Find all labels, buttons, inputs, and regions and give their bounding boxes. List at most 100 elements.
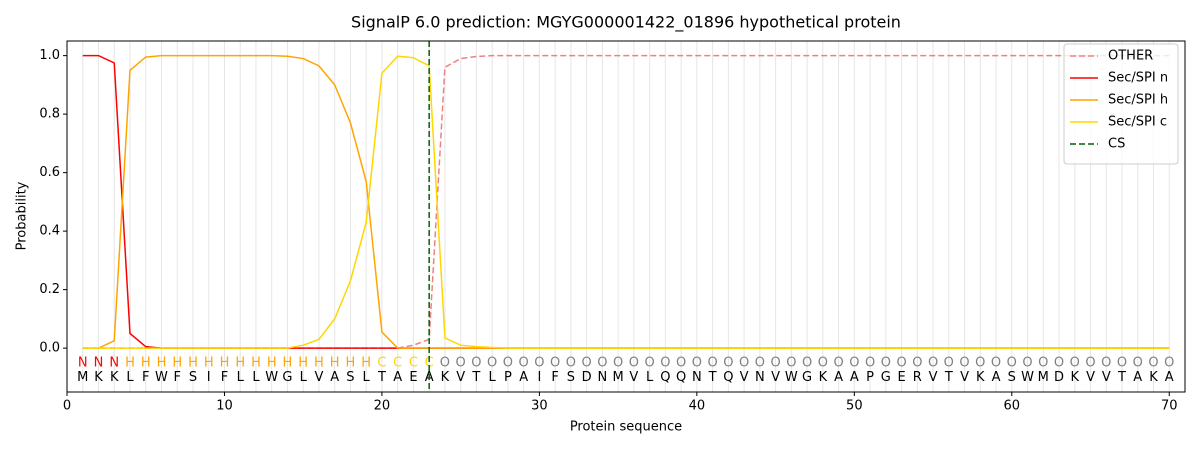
residue: E — [897, 370, 905, 385]
region-label: H — [188, 355, 198, 370]
residue: L — [646, 370, 654, 385]
residue: L — [300, 370, 308, 385]
residue: V — [1086, 370, 1095, 385]
residue: L — [126, 370, 134, 385]
region-label: O — [534, 355, 544, 370]
residue: G — [282, 370, 292, 385]
residue: W — [265, 370, 278, 385]
x-tick-label: 10 — [216, 399, 233, 414]
region-label: O — [582, 355, 592, 370]
region-label: O — [1148, 355, 1158, 370]
residue: Q — [676, 370, 686, 385]
region-label: H — [314, 355, 324, 370]
residue: K — [1071, 370, 1080, 385]
region-label: H — [361, 355, 371, 370]
region-label: O — [613, 355, 623, 370]
region-label: O — [786, 355, 796, 370]
y-tick-label: 0.4 — [39, 224, 60, 239]
residue: A — [519, 370, 528, 385]
region-label: H — [251, 355, 261, 370]
x-tick-label: 30 — [531, 399, 548, 414]
residue: K — [110, 370, 119, 385]
series-line — [82, 54, 1170, 349]
residue: A — [1165, 370, 1174, 385]
region-label: O — [1022, 355, 1032, 370]
chart-title: SignalP 6.0 prediction: MGYG000001422_01… — [351, 13, 901, 33]
residue: L — [489, 370, 497, 385]
residue: S — [567, 370, 575, 385]
region-label: O — [723, 355, 733, 370]
residue: T — [708, 370, 717, 385]
region-label: O — [1164, 355, 1174, 370]
residue: V — [314, 370, 323, 385]
region-label: O — [550, 355, 560, 370]
residue: W — [1021, 370, 1034, 385]
region-label: O — [1085, 355, 1095, 370]
x-tick-label: 0 — [63, 399, 71, 414]
region-label: H — [172, 355, 182, 370]
region-label: O — [928, 355, 938, 370]
region-label: H — [125, 355, 135, 370]
region-label: H — [298, 355, 308, 370]
residue: L — [252, 370, 260, 385]
residue: F — [173, 370, 180, 385]
residue: A — [834, 370, 843, 385]
region-label: C — [425, 355, 434, 370]
residue: E — [409, 370, 417, 385]
residue: L — [363, 370, 371, 385]
region-label: O — [629, 355, 639, 370]
residue: T — [1117, 370, 1126, 385]
residue: Q — [723, 370, 733, 385]
region-label: O — [739, 355, 749, 370]
region-label: O — [503, 355, 513, 370]
residue: A — [393, 370, 402, 385]
region-label: O — [1117, 355, 1127, 370]
residue: K — [441, 370, 450, 385]
legend: OTHER Sec/SPI n Sec/SPI h Sec/SPI c CS — [1063, 43, 1179, 165]
y-tick-label: 0.8 — [39, 107, 60, 122]
residue: V — [629, 370, 638, 385]
residue: I — [537, 370, 541, 385]
region-label: O — [833, 355, 843, 370]
legend-label: Sec/SPI h — [1108, 93, 1168, 108]
region-label: O — [991, 355, 1001, 370]
residue: V — [771, 370, 780, 385]
region-label: C — [393, 355, 402, 370]
region-label: H — [283, 355, 293, 370]
region-label: O — [865, 355, 875, 370]
residue: S — [189, 370, 197, 385]
region-label: O — [645, 355, 655, 370]
residue: F — [142, 370, 149, 385]
region-label: O — [707, 355, 717, 370]
legend-label: Sec/SPI n — [1108, 71, 1168, 86]
series-line — [82, 54, 1170, 349]
residue: W — [155, 370, 168, 385]
region-label: O — [660, 355, 670, 370]
residue: L — [237, 370, 245, 385]
residue: V — [1102, 370, 1111, 385]
y-tick-label: 1.0 — [39, 48, 60, 63]
residue: K — [819, 370, 828, 385]
residue: F — [551, 370, 558, 385]
region-label: O — [519, 355, 529, 370]
region-label: H — [157, 355, 167, 370]
residue: G — [802, 370, 812, 385]
region-label: O — [896, 355, 906, 370]
residue: V — [960, 370, 969, 385]
residue: F — [221, 370, 228, 385]
residue: M — [77, 370, 88, 385]
region-label: O — [1133, 355, 1143, 370]
region-label: O — [597, 355, 607, 370]
residue: A — [330, 370, 339, 385]
series-line — [82, 54, 1170, 349]
region-label: O — [440, 355, 450, 370]
legend-label: CS — [1108, 137, 1125, 152]
residue: N — [755, 370, 765, 385]
series-line — [82, 55, 1170, 349]
x-tick-label: 60 — [1004, 399, 1021, 414]
residue: T — [944, 370, 953, 385]
residue: R — [913, 370, 922, 385]
region-label: O — [912, 355, 922, 370]
region-label: O — [975, 355, 985, 370]
region-label: O — [849, 355, 859, 370]
